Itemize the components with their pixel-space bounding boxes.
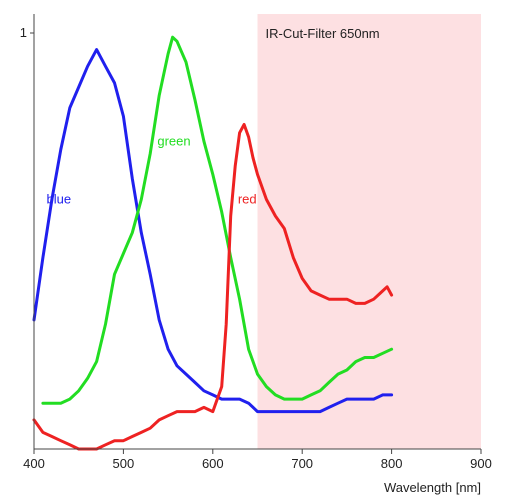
x-axis-title: Wavelength [nm] — [384, 480, 481, 495]
x-tick-label: 500 — [113, 456, 135, 471]
series-line-blue — [32, 48, 394, 414]
series-label-green: green — [157, 133, 190, 148]
y-tick-label: 1 — [20, 25, 27, 40]
series-labels: blue green red — [47, 133, 257, 206]
x-tick-label: 800 — [381, 456, 403, 471]
series-label-blue: blue — [47, 192, 72, 207]
series-layer — [32, 35, 394, 451]
x-tick-label: 900 — [470, 456, 492, 471]
x-tick-label: 700 — [291, 456, 313, 471]
series-line-red — [32, 123, 394, 451]
x-tick-label: 400 — [23, 456, 45, 471]
series-label-red: red — [238, 192, 257, 207]
y-axis-ticks: 1 — [20, 25, 34, 40]
ir-cut-shaded-region — [257, 14, 481, 449]
ir-cut-filter-label: IR-Cut-Filter 650nm — [266, 26, 380, 41]
x-tick-label: 600 — [202, 456, 224, 471]
x-axis-ticks: 400 500 600 700 800 900 — [23, 449, 492, 471]
series-line-green — [41, 35, 394, 405]
